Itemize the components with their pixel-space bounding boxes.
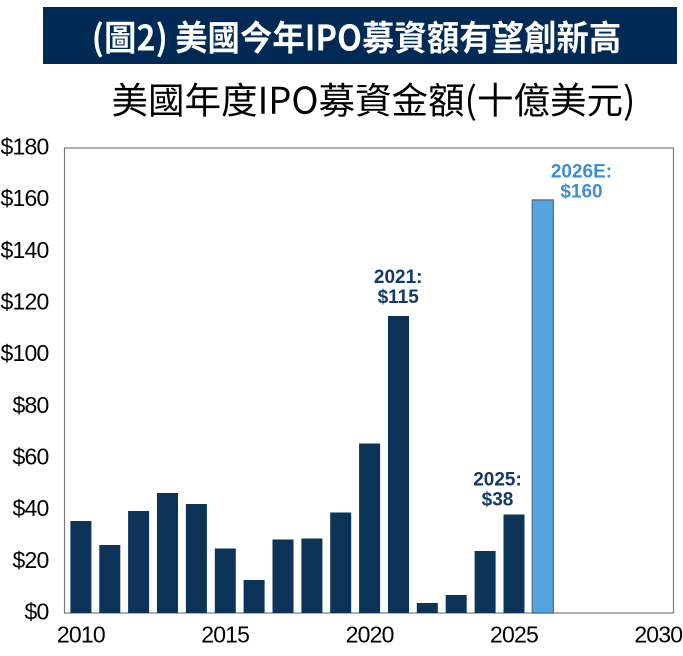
svg-text:$115: $115 bbox=[378, 287, 420, 308]
svg-text:$40: $40 bbox=[13, 495, 49, 521]
svg-text:2021:: 2021: bbox=[374, 267, 423, 288]
svg-text:$100: $100 bbox=[1, 340, 49, 366]
svg-text:$60: $60 bbox=[13, 444, 49, 470]
svg-text:$0: $0 bbox=[25, 599, 49, 625]
svg-text:$160: $160 bbox=[1, 185, 49, 211]
svg-text:$160: $160 bbox=[560, 182, 602, 203]
svg-text:2026E:: 2026E: bbox=[551, 162, 612, 183]
svg-text:2020: 2020 bbox=[346, 622, 394, 648]
svg-text:$38: $38 bbox=[482, 490, 514, 511]
svg-text:2010: 2010 bbox=[57, 622, 105, 648]
svg-text:2015: 2015 bbox=[201, 622, 249, 648]
svg-text:2025:: 2025: bbox=[473, 470, 522, 491]
svg-text:$20: $20 bbox=[13, 547, 49, 573]
svg-text:2025: 2025 bbox=[490, 622, 538, 648]
svg-text:$80: $80 bbox=[13, 392, 49, 418]
svg-text:$140: $140 bbox=[1, 237, 49, 263]
svg-text:$180: $180 bbox=[1, 134, 49, 160]
svg-text:2030: 2030 bbox=[634, 622, 682, 648]
svg-text:$120: $120 bbox=[1, 289, 49, 315]
